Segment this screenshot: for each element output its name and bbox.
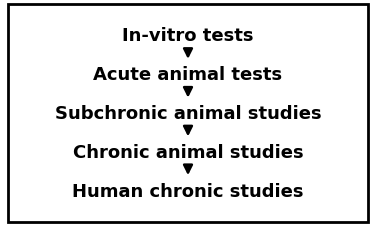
Text: Acute animal tests: Acute animal tests <box>94 66 282 84</box>
Text: In-vitro tests: In-vitro tests <box>122 27 254 45</box>
Text: Subchronic animal studies: Subchronic animal studies <box>55 105 321 122</box>
Text: Human chronic studies: Human chronic studies <box>72 182 304 200</box>
Text: Chronic animal studies: Chronic animal studies <box>73 143 303 161</box>
FancyBboxPatch shape <box>8 5 368 222</box>
